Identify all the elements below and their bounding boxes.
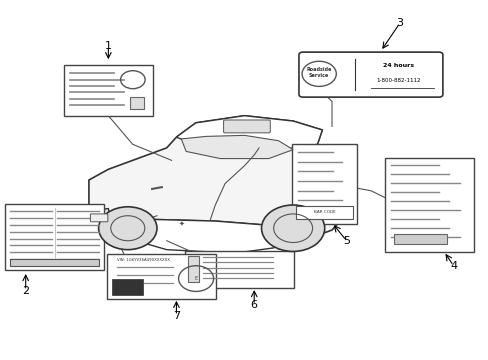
FancyBboxPatch shape xyxy=(223,120,270,133)
FancyBboxPatch shape xyxy=(5,204,104,270)
Text: 3: 3 xyxy=(396,18,403,28)
Text: 6: 6 xyxy=(250,300,257,310)
Text: 5: 5 xyxy=(343,236,349,246)
PathPatch shape xyxy=(176,116,322,153)
Text: Roadside
Service: Roadside Service xyxy=(306,67,331,78)
PathPatch shape xyxy=(89,116,351,241)
Text: ✦: ✦ xyxy=(178,221,184,227)
Text: 4: 4 xyxy=(449,261,456,271)
FancyBboxPatch shape xyxy=(298,52,442,97)
FancyBboxPatch shape xyxy=(90,214,108,222)
PathPatch shape xyxy=(89,208,113,235)
PathPatch shape xyxy=(181,135,292,158)
FancyBboxPatch shape xyxy=(384,158,473,252)
PathPatch shape xyxy=(89,210,292,253)
Text: E: E xyxy=(194,276,197,281)
FancyBboxPatch shape xyxy=(112,279,143,295)
Text: 24 hours: 24 hours xyxy=(382,63,413,68)
FancyBboxPatch shape xyxy=(129,97,143,109)
FancyBboxPatch shape xyxy=(291,144,357,224)
Text: 1: 1 xyxy=(104,41,112,51)
FancyBboxPatch shape xyxy=(296,206,352,219)
FancyBboxPatch shape xyxy=(393,234,447,244)
Circle shape xyxy=(99,207,157,249)
FancyBboxPatch shape xyxy=(63,65,153,116)
Text: 7: 7 xyxy=(173,311,180,321)
Circle shape xyxy=(261,205,324,251)
Text: 2: 2 xyxy=(22,286,29,296)
FancyBboxPatch shape xyxy=(187,256,199,282)
Text: VIN: 1G6YV36A490XXXXXX: VIN: 1G6YV36A490XXXXXX xyxy=(117,258,169,262)
Text: BAR CODE: BAR CODE xyxy=(313,210,335,214)
FancyBboxPatch shape xyxy=(10,259,99,266)
Text: 1-800-882-1112: 1-800-882-1112 xyxy=(375,78,420,83)
FancyBboxPatch shape xyxy=(185,251,293,288)
FancyBboxPatch shape xyxy=(107,254,216,298)
